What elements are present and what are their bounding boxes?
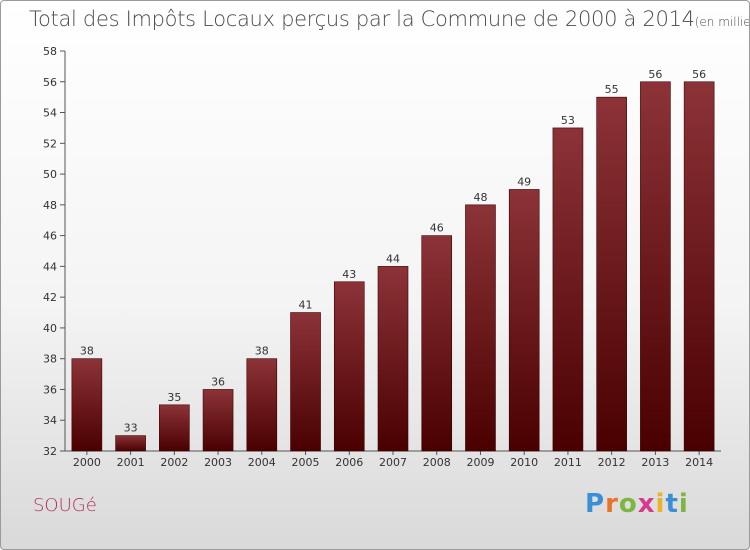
y-tick-label: 36 xyxy=(43,383,57,396)
x-tick-label-2008: 2008 xyxy=(423,456,451,469)
value-label-2003: 36 xyxy=(211,375,225,388)
value-label-2012: 55 xyxy=(605,83,619,96)
commune-name: SOUGé xyxy=(33,495,97,516)
value-label-2004: 38 xyxy=(255,345,269,358)
logo-letter: o xyxy=(618,489,638,519)
bar-2003 xyxy=(202,389,234,452)
logo-letter: r xyxy=(605,489,619,519)
bar-2001 xyxy=(115,435,146,452)
x-tick-label-2013: 2013 xyxy=(641,456,669,469)
bar-2010 xyxy=(508,189,540,452)
y-tick-label: 54 xyxy=(43,107,57,120)
x-tick-label-2011: 2011 xyxy=(554,456,582,469)
bar-2011 xyxy=(552,127,584,452)
y-tick-label: 42 xyxy=(43,291,57,304)
x-tick-label-2003: 2003 xyxy=(204,456,232,469)
bar-2007 xyxy=(377,266,409,452)
bar-2004 xyxy=(246,358,278,452)
y-tick-label: 34 xyxy=(43,414,57,427)
y-tick-label: 38 xyxy=(43,353,57,366)
x-tick-label-2002: 2002 xyxy=(160,456,188,469)
value-label-2011: 53 xyxy=(561,114,575,127)
value-label-2010: 49 xyxy=(517,175,531,188)
value-label-2007: 44 xyxy=(386,252,400,265)
bar-2005 xyxy=(290,312,321,452)
chart-title: Total des Impôts Locaux perçus par la Co… xyxy=(29,7,750,31)
bar-2008 xyxy=(421,235,453,452)
x-tick-label-2007: 2007 xyxy=(379,456,407,469)
bar-2012 xyxy=(596,96,627,452)
y-tick-label: 50 xyxy=(43,168,57,181)
x-tick-label-2000: 2000 xyxy=(73,456,101,469)
value-label-2005: 41 xyxy=(299,299,313,312)
logo-letter: P xyxy=(585,489,606,519)
logo-letter: t xyxy=(665,489,679,519)
y-tick-label: 46 xyxy=(43,230,57,243)
x-tick-label-2009: 2009 xyxy=(466,456,494,469)
bar-2009 xyxy=(465,204,496,452)
value-label-2009: 48 xyxy=(473,191,487,204)
value-label-2001: 33 xyxy=(124,422,138,435)
x-tick-label-2001: 2001 xyxy=(117,456,145,469)
bar-2002 xyxy=(159,404,190,452)
bar-2013 xyxy=(640,81,671,452)
value-label-2000: 38 xyxy=(80,345,94,358)
y-tick-label: 40 xyxy=(43,322,57,335)
value-label-2014: 56 xyxy=(692,68,706,81)
x-tick-label-2012: 2012 xyxy=(598,456,626,469)
bar-2006 xyxy=(333,281,365,452)
x-tick-label-2014: 2014 xyxy=(685,456,713,469)
value-label-2008: 46 xyxy=(430,222,444,235)
value-label-2002: 35 xyxy=(167,391,181,404)
bar-2014 xyxy=(683,81,715,452)
value-label-2013: 56 xyxy=(648,68,662,81)
logo-letter: i xyxy=(678,489,689,519)
x-tick-label-2005: 2005 xyxy=(292,456,320,469)
logo-letter: x xyxy=(637,489,656,519)
value-label-2006: 43 xyxy=(342,268,356,281)
y-tick-label: 44 xyxy=(43,260,57,273)
logo-letter: i xyxy=(655,489,666,519)
y-tick-label: 52 xyxy=(43,137,57,150)
y-tick-label: 58 xyxy=(43,45,57,58)
proxiti-logo[interactable]: Proxiti xyxy=(585,489,689,519)
x-tick-label-2006: 2006 xyxy=(335,456,363,469)
x-tick-label-2010: 2010 xyxy=(510,456,538,469)
y-tick-label: 56 xyxy=(43,76,57,89)
title-text: Total des Impôts Locaux perçus par la Co… xyxy=(29,7,695,31)
title-unit: (en milliers d'€) xyxy=(694,15,750,29)
bar-2000 xyxy=(71,358,103,452)
y-tick-label: 48 xyxy=(43,199,57,212)
y-tick-label: 32 xyxy=(43,445,57,458)
x-tick-label-2004: 2004 xyxy=(248,456,276,469)
